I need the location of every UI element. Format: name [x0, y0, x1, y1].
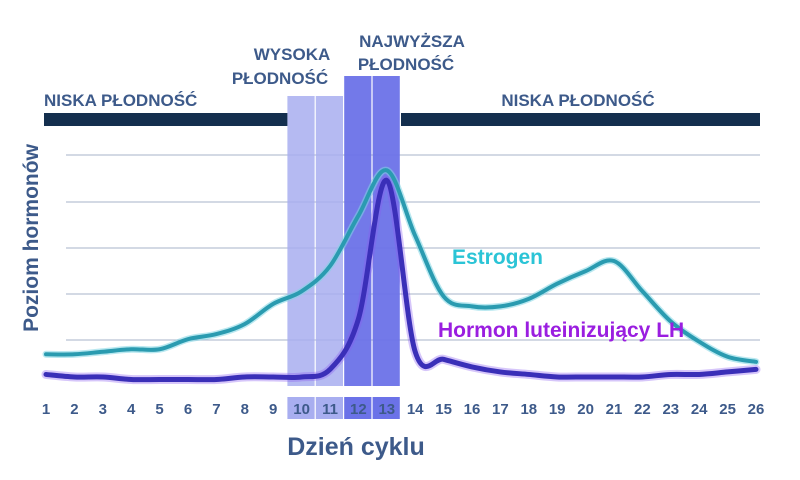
fertility-bands	[287, 76, 400, 386]
x-tick-label: 11	[322, 401, 338, 418]
x-tick-label: 16	[464, 401, 481, 418]
tick-highlight	[344, 397, 372, 419]
x-tick-label: 12	[350, 401, 367, 418]
x-tick-label: 17	[492, 401, 509, 418]
gridlines	[66, 154, 760, 341]
x-tick-label: 3	[99, 401, 107, 418]
estrogen-label: Estrogen	[452, 246, 543, 269]
fertility-band-column	[315, 96, 343, 386]
x-tick-label: 5	[155, 401, 163, 418]
x-tick-label: 26	[748, 401, 765, 418]
series-lines	[41, 166, 761, 385]
x-tick-label: 24	[691, 401, 708, 418]
low-fertility-bar	[401, 113, 760, 126]
x-tick-label: 2	[70, 401, 78, 418]
band-label-low-2: NISKA PŁODNOŚĆ	[501, 91, 654, 110]
tick-highlight	[372, 397, 400, 419]
x-tick-label: 10	[293, 401, 310, 418]
band-label-peak-line1: NAJWYŻSZA	[359, 32, 465, 51]
fertility-band-column	[287, 96, 315, 386]
x-axis-label: Dzień cyklu	[287, 433, 425, 461]
x-tick-label: 15	[435, 401, 452, 418]
x-tick-label: 21	[606, 401, 623, 418]
x-tick-label: 1	[42, 401, 50, 418]
lh-label: Hormon luteinizujący LH	[438, 319, 684, 342]
low-fertility-bar	[44, 113, 288, 126]
x-tick-label: 13	[378, 401, 395, 418]
band-label-high-line2: PŁODNOŚĆ	[232, 69, 328, 88]
lh-line	[43, 177, 759, 383]
x-tick-label: 8	[241, 401, 249, 418]
y-axis-label: Poziom hormonów	[20, 143, 43, 331]
x-tick-label: 22	[634, 401, 651, 418]
estrogen-line	[44, 168, 758, 364]
x-tick-label: 7	[212, 401, 220, 418]
x-tick-label: 19	[549, 401, 566, 418]
x-tick-label: 9	[269, 401, 277, 418]
series-labels: Estrogen Hormon luteinizujący LH	[438, 246, 684, 342]
x-tick-label: 25	[719, 401, 736, 418]
x-tick-label: 4	[127, 401, 136, 418]
band-label-peak-line2: PŁODNOŚĆ	[358, 55, 454, 74]
x-tick-label: 18	[520, 401, 537, 418]
tick-highlight	[287, 397, 315, 419]
band-label-low-1: NISKA PŁODNOŚĆ	[44, 91, 197, 110]
x-tick-labels: 1 2 3 4 5 6 7 8 9 10 11 12 13 14 15 16 17 18 19 20 21 22 23 24 2…	[42, 397, 765, 419]
x-tick-label: 23	[662, 401, 679, 418]
x-tick-label: 14	[407, 401, 424, 418]
tick-highlight	[315, 397, 343, 419]
x-tick-label: 6	[184, 401, 192, 418]
fertility-band-labels: NISKA PŁODNOŚĆ WYSOKA PŁODNOŚĆ NAJWYŻSZA PŁO…	[44, 32, 655, 110]
x-tick-label: 20	[577, 401, 594, 418]
fertility-bars	[44, 113, 760, 126]
band-label-high-line1: WYSOKA	[254, 45, 331, 64]
